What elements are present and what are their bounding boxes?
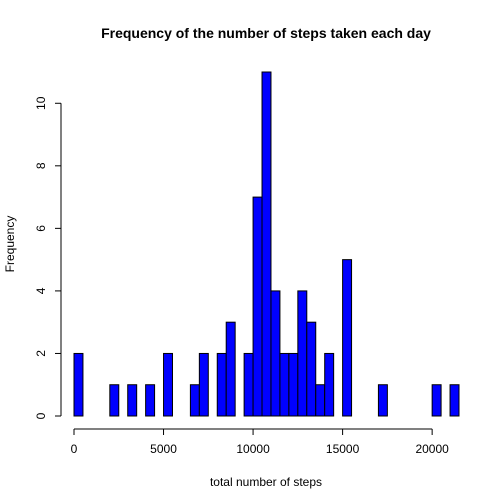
histogram-bar <box>288 352 299 417</box>
histogram-bar <box>145 384 156 417</box>
histogram-bar <box>315 384 326 417</box>
y-tick-label: 2 <box>34 350 48 357</box>
x-tick-label: 10000 <box>236 442 270 456</box>
y-tick-label: 0 <box>34 412 48 419</box>
y-axis: 0 2 4 6 8 10 <box>34 96 62 419</box>
x-tick-label: 5000 <box>150 442 177 456</box>
histogram-bar <box>127 384 138 417</box>
histogram-bar <box>198 352 209 417</box>
x-tick-label: 15000 <box>326 442 360 456</box>
histogram-bar <box>270 290 281 417</box>
histogram-bar <box>324 352 335 417</box>
x-tick-label: 0 <box>71 442 78 456</box>
histogram-bar <box>216 352 227 417</box>
histogram-bar <box>377 384 388 417</box>
histogram-bar <box>342 259 353 417</box>
y-tick-label: 4 <box>34 287 48 294</box>
x-tick-label: 20000 <box>415 442 449 456</box>
histogram-bar <box>163 352 173 417</box>
histogram-bar <box>243 352 254 417</box>
histogram-bar <box>449 384 460 417</box>
histogram-bar <box>252 196 263 417</box>
chart-title: Frequency of the number of steps taken e… <box>101 25 431 41</box>
bars-group <box>73 71 460 417</box>
histogram-bar <box>109 384 120 417</box>
histogram-bar <box>297 290 308 417</box>
histogram-bar <box>261 71 272 417</box>
histogram-bar <box>279 352 290 417</box>
y-tick-label: 8 <box>34 162 48 169</box>
histogram-bar <box>225 321 236 417</box>
x-axis-label: total number of steps <box>210 475 322 489</box>
histogram-bar <box>189 384 200 417</box>
y-tick-label: 10 <box>34 96 48 110</box>
histogram-bar <box>306 321 317 417</box>
y-tick-label: 6 <box>34 225 48 232</box>
x-axis: 0 5000 10000 15000 20000 <box>71 428 449 456</box>
histogram-bar <box>73 352 84 417</box>
histogram-bar <box>431 384 442 417</box>
y-axis-label: Frequency <box>3 216 17 273</box>
